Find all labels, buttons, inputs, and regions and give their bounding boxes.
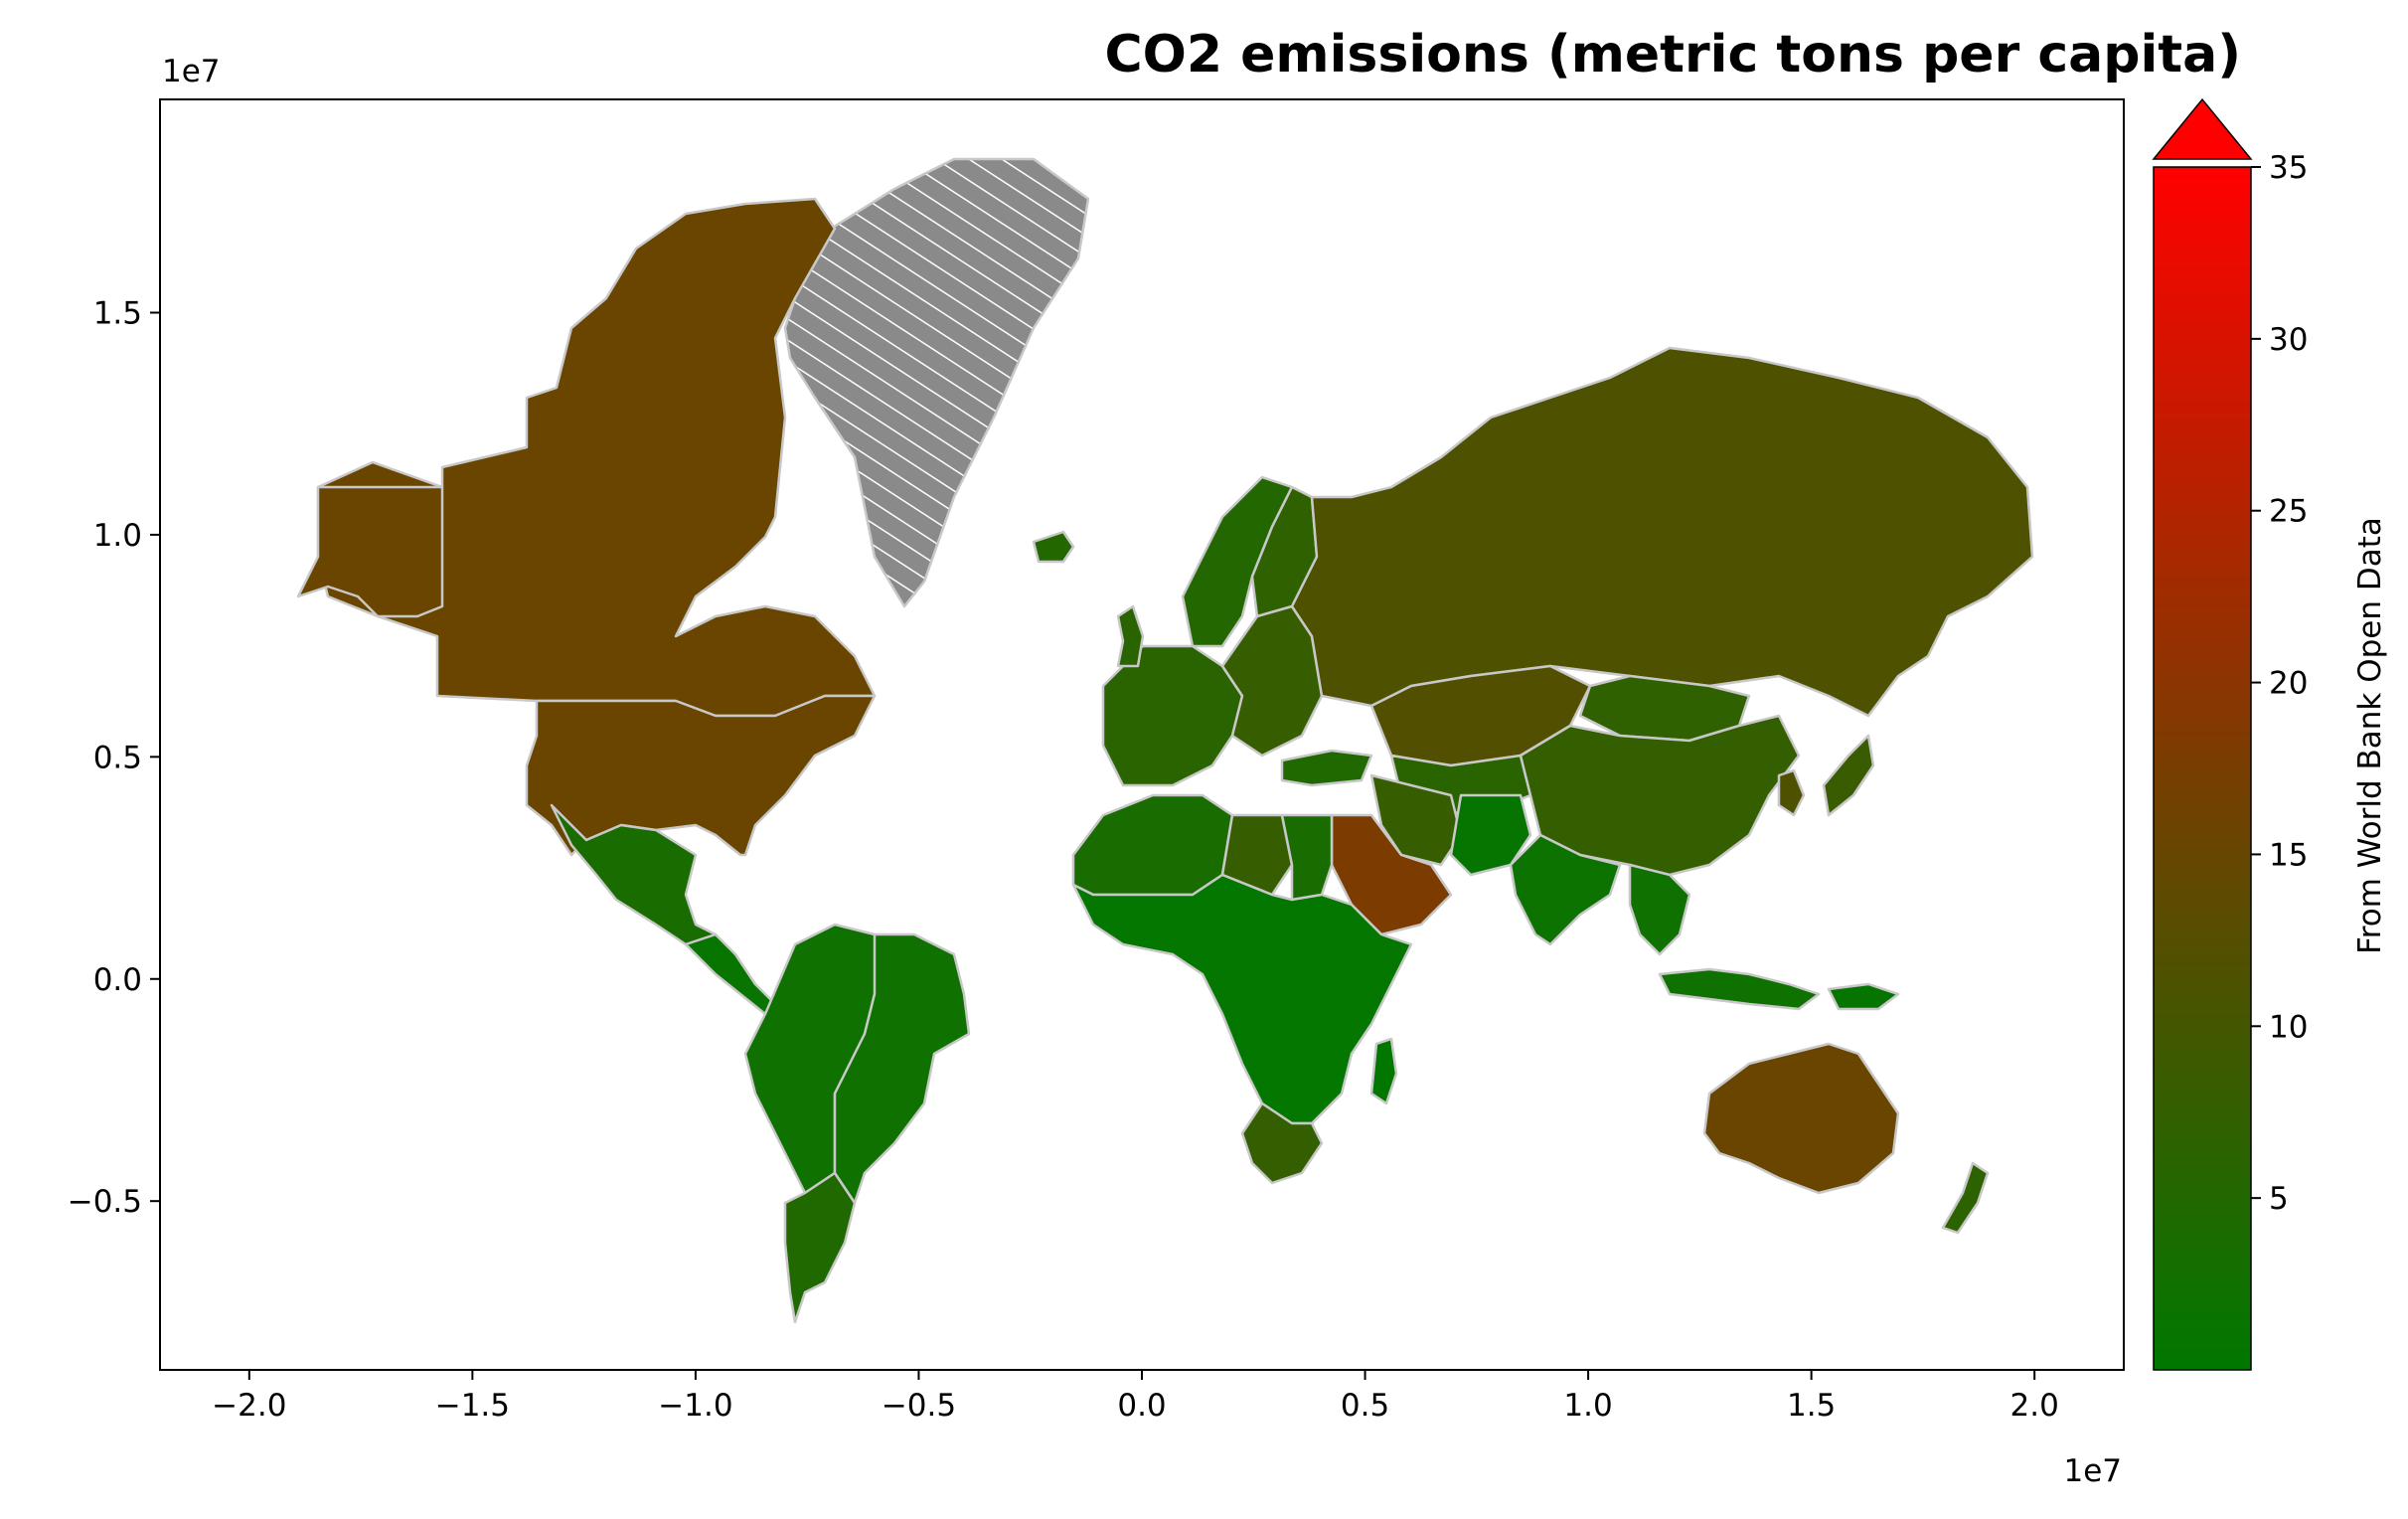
x-axis: −2.0 −1.5 −1.0 −0.5 0.0 0.5 1.0 1.5 2.0 bbox=[212, 1370, 2059, 1424]
x-tick-label: 0.5 bbox=[1341, 1388, 1389, 1424]
x-axis-multiplier: 1e7 bbox=[2063, 1453, 2122, 1489]
x-tick-label: 2.0 bbox=[2010, 1388, 2059, 1424]
region-korea bbox=[1777, 768, 1806, 817]
region-southeast-asia bbox=[1628, 863, 1691, 956]
x-tick-label: −2.0 bbox=[212, 1388, 286, 1424]
y-tick-label: 1.5 bbox=[93, 295, 142, 331]
colorbar: 5 10 15 20 25 30 35 From World Bank Open Data bbox=[2152, 97, 2388, 1371]
region-saudi-arabia bbox=[1330, 813, 1453, 936]
y-tick-label: 0.0 bbox=[93, 962, 142, 998]
region-libya bbox=[1220, 813, 1294, 897]
region-greenland bbox=[783, 157, 1090, 608]
region-south-africa bbox=[1240, 1101, 1324, 1185]
region-turkey bbox=[1280, 749, 1373, 787]
colorbar-tick-label: 5 bbox=[2269, 1181, 2289, 1217]
colorbar-ticks: 5 10 15 20 25 30 35 bbox=[2251, 150, 2308, 1217]
region-iceland bbox=[1032, 530, 1075, 564]
region-uk bbox=[1116, 604, 1145, 668]
colorbar-tick-label: 20 bbox=[2269, 666, 2308, 702]
region-papua-new-guinea bbox=[1827, 982, 1900, 1011]
y-axis-multiplier: 1e7 bbox=[162, 54, 221, 89]
colorbar-fill bbox=[2153, 166, 2252, 1371]
x-tick-label: −0.5 bbox=[882, 1388, 956, 1424]
region-australia bbox=[1702, 1042, 1900, 1195]
region-sub-saharan-africa bbox=[1071, 873, 1413, 1125]
colorbar-tick-label: 30 bbox=[2269, 322, 2308, 358]
x-tick-label: 0.0 bbox=[1117, 1388, 1166, 1424]
y-tick-label: −0.5 bbox=[68, 1184, 142, 1220]
region-new-zealand bbox=[1941, 1161, 1990, 1235]
x-tick-label: 1.5 bbox=[1787, 1388, 1836, 1424]
chart-title: CO2 emissions (metric tons per capita) bbox=[1105, 25, 2242, 84]
region-argentina-chile bbox=[783, 1171, 857, 1324]
y-tick-label: 0.5 bbox=[93, 740, 142, 775]
region-eastern-europe bbox=[1220, 604, 1324, 758]
x-tick-label: 1.0 bbox=[1563, 1388, 1612, 1424]
x-tick-label: −1.5 bbox=[435, 1388, 510, 1424]
region-mexico bbox=[550, 803, 718, 946]
y-tick-label: 1.0 bbox=[93, 518, 142, 554]
colorbar-tick-label: 15 bbox=[2269, 837, 2308, 873]
colorbar-tick-label: 35 bbox=[2269, 150, 2308, 186]
colorbar-tick-label: 25 bbox=[2269, 494, 2308, 530]
region-usa bbox=[525, 694, 877, 857]
region-indonesia bbox=[1658, 967, 1821, 1011]
region-japan bbox=[1822, 734, 1875, 817]
region-madagascar bbox=[1369, 1037, 1398, 1105]
colorbar-label: From World Bank Open Data bbox=[2352, 517, 2388, 954]
colorbar-tick-label: 10 bbox=[2269, 1009, 2308, 1045]
region-india bbox=[1509, 833, 1622, 946]
world-map bbox=[296, 157, 2034, 1324]
x-tick-label: −1.0 bbox=[658, 1388, 732, 1424]
region-alaska bbox=[296, 485, 444, 618]
region-brazil bbox=[833, 932, 971, 1205]
y-axis: −0.5 0.0 0.5 1.0 1.5 bbox=[68, 295, 160, 1220]
colorbar-extend-arrow bbox=[2152, 97, 2253, 160]
